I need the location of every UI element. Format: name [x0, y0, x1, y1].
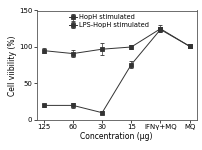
- Y-axis label: Cell viibility (%): Cell viibility (%): [8, 35, 17, 96]
- Legend: HopH stimulated, LPS-HopH stimulated: HopH stimulated, LPS-HopH stimulated: [68, 14, 149, 29]
- X-axis label: Concentration (μg): Concentration (μg): [80, 132, 152, 141]
